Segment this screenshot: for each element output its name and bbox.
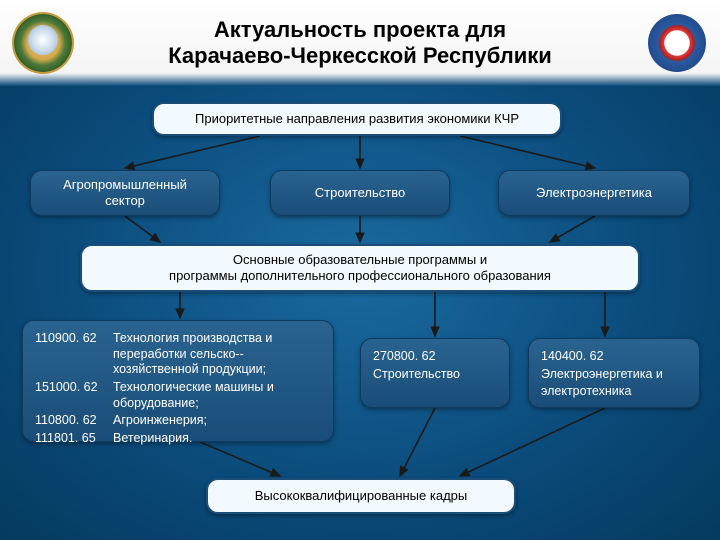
- title-line1: Актуальность проекта для: [214, 17, 506, 42]
- neshta-logo-icon: [648, 14, 706, 72]
- header: Актуальность проекта для Карачаево-Черке…: [0, 0, 720, 86]
- node-programs-2: 140400. 62Электроэнергетика иэлектротехн…: [528, 338, 700, 408]
- kchr-emblem-icon: [14, 14, 72, 72]
- flow-arrows: [0, 86, 720, 540]
- title-line2: Карачаево-Черкесской Республики: [168, 43, 552, 68]
- node-branch-agro: Агропромышленныйсектор: [30, 170, 220, 216]
- node-root: Приоритетные направления развития эконом…: [152, 102, 562, 136]
- diagram-stage: Приоритетные направления развития эконом…: [0, 86, 720, 540]
- node-programs-0: 110900. 62Технология производства и пере…: [22, 320, 334, 442]
- node-result: Высококвалифицированные кадры: [206, 478, 516, 514]
- node-mid: Основные образовательные программы ипрог…: [80, 244, 640, 292]
- node-programs-1: 270800. 62Строительство: [360, 338, 510, 408]
- node-branch-energy: Электроэнергетика: [498, 170, 690, 216]
- node-branch-build: Строительство: [270, 170, 450, 216]
- page-title: Актуальность проекта для Карачаево-Черке…: [72, 17, 648, 70]
